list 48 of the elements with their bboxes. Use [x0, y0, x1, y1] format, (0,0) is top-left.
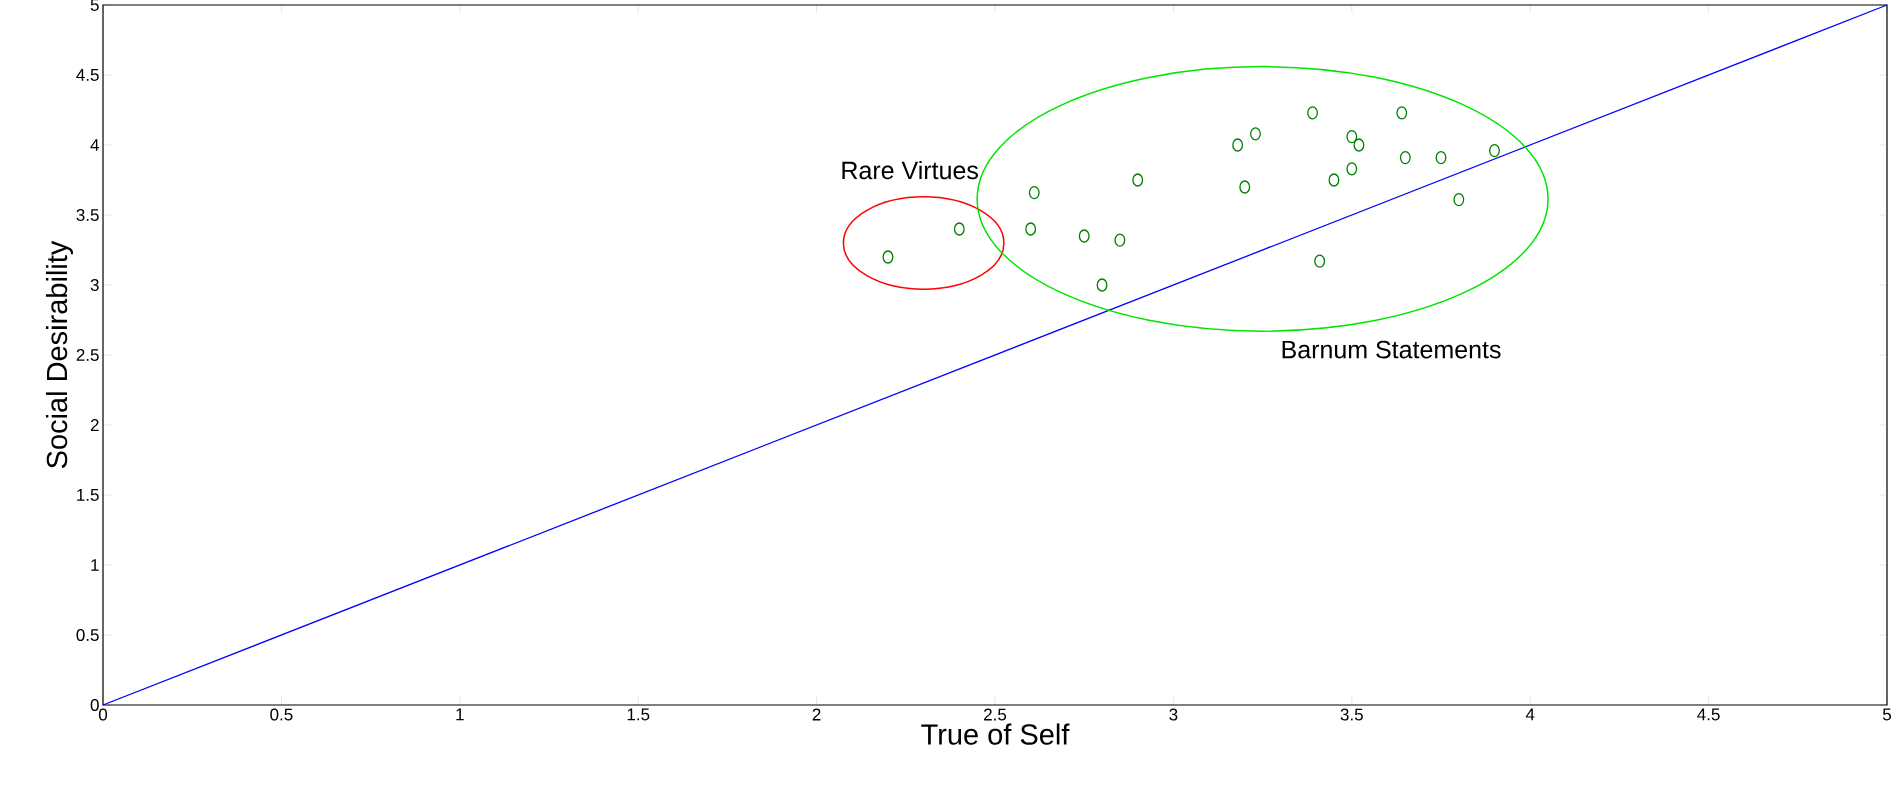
y-tick-label: 2.5	[76, 348, 99, 362]
x-tick-label: 2.5	[984, 708, 1007, 721]
x-tick-label: 5	[1882, 708, 1891, 721]
x-tick-label: 0	[98, 708, 108, 721]
annotation: Barnum Statements	[1282, 340, 1501, 359]
x-tick-label: 2	[812, 708, 821, 721]
y-tick-label: 4	[90, 139, 99, 151]
point	[953, 222, 965, 236]
y-tick-label: 4.5	[76, 69, 99, 81]
annotation: Rare Virtues	[842, 160, 978, 180]
point	[1328, 173, 1340, 187]
point	[1314, 254, 1326, 268]
point	[1096, 278, 1108, 292]
y-tick-label: 0.5	[76, 628, 99, 642]
x-tick-label: 0.5	[270, 708, 293, 721]
y-tick-label: 3	[90, 278, 99, 292]
y-tick-label: 5	[90, 0, 99, 11]
point	[1396, 106, 1408, 120]
y-tick-label: 0	[90, 698, 99, 712]
y-tick-label: 2	[90, 419, 99, 431]
x-tick-label: 4	[1525, 708, 1535, 721]
point	[1353, 138, 1365, 152]
y-tick-label: 1.5	[77, 489, 99, 501]
point	[1399, 150, 1411, 165]
point	[1453, 192, 1465, 207]
x-axis-title: True of Self	[921, 723, 1070, 745]
point	[1489, 143, 1500, 158]
point	[1346, 162, 1358, 176]
point	[1435, 150, 1447, 165]
y-tick-label: 3.5	[76, 208, 99, 222]
x-tick-label: 3	[1169, 708, 1178, 721]
point	[1307, 106, 1318, 120]
point	[1028, 185, 1040, 200]
y-axis-title: Social Desirability	[45, 240, 73, 469]
point	[1250, 127, 1261, 141]
x-tick-label: 1.5	[627, 708, 650, 721]
point	[1132, 173, 1144, 187]
point	[1025, 222, 1037, 236]
x-tick-label: 1	[456, 708, 464, 721]
point	[1346, 129, 1358, 144]
x-tick-label: 3.5	[1340, 708, 1363, 721]
point	[882, 250, 894, 264]
y-tick-label: 1	[91, 559, 99, 571]
point	[1232, 138, 1244, 152]
point	[1078, 229, 1090, 243]
point	[1239, 180, 1251, 194]
x-tick-label: 4.5	[1697, 708, 1720, 721]
point	[1114, 233, 1126, 247]
